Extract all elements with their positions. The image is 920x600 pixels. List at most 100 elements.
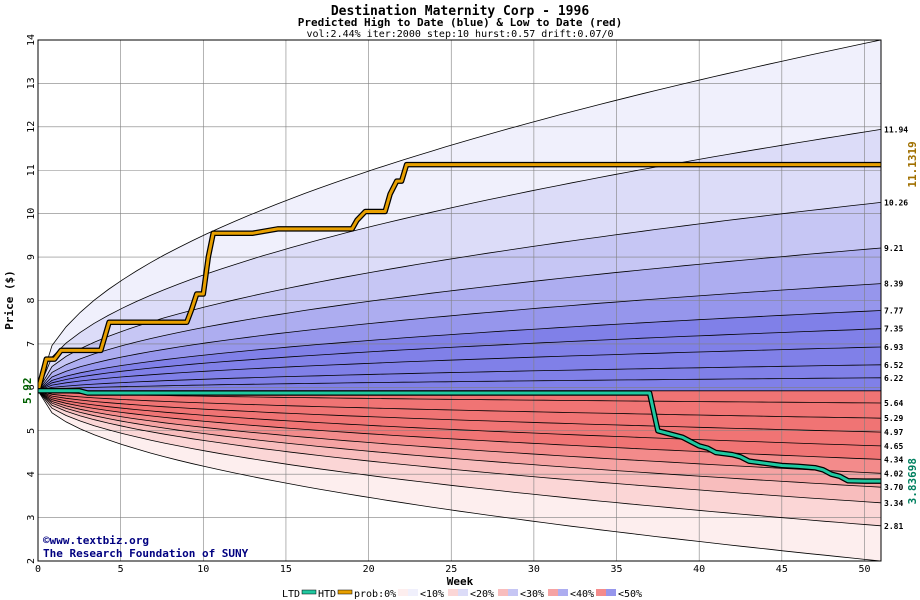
x-tick-label-9: 45 <box>776 564 788 575</box>
legend-prob-label: prob:0% <box>354 589 396 600</box>
legend-swatch-20-blue <box>508 589 518 596</box>
legend-50-label: <50% <box>618 589 642 600</box>
right-label-1: 10.26 <box>884 198 908 207</box>
legend-swatch-10-red <box>448 589 458 596</box>
y-tick-label-6: 8 <box>26 297 37 303</box>
credit-site: ©www.textbiz.org <box>43 534 149 547</box>
right-label-12: 4.65 <box>884 442 903 451</box>
legend-swatch-0-blue <box>408 589 418 596</box>
ltd-final-label: 3.83698 <box>906 458 919 504</box>
legend-htd-label: HTD <box>318 589 336 600</box>
x-tick-label-7: 35 <box>611 564 623 575</box>
y-tick-label-12: 14 <box>26 34 37 46</box>
y-tick-label-0: 2 <box>26 558 37 564</box>
legend-swatch-40-blue <box>606 589 616 596</box>
y-tick-label-5: 7 <box>26 341 37 347</box>
low-line-3 <box>38 390 881 447</box>
right-label-0: 11.94 <box>884 125 908 134</box>
right-label-10: 5.29 <box>884 414 903 423</box>
high-line-3 <box>38 283 881 392</box>
chart-title: Destination Maternity Corp - 1996 <box>331 4 589 19</box>
right-label-16: 3.34 <box>884 499 903 508</box>
legend-swatch-30-red <box>548 589 558 596</box>
legend-swatch-10-blue <box>458 589 468 596</box>
legend-swatch-20-red <box>498 589 508 596</box>
x-tick-label-0: 0 <box>35 564 41 575</box>
x-axis-ticks: 0 5 10 15 20 25 30 35 40 45 50 <box>35 564 871 575</box>
y-tick-label-11: 13 <box>26 77 37 89</box>
right-label-17: 2.81 <box>884 522 903 531</box>
low-line-7 <box>38 390 881 504</box>
x-tick-label-6: 30 <box>528 564 540 575</box>
right-label-9: 5.64 <box>884 399 903 408</box>
right-label-4: 7.77 <box>884 307 903 316</box>
legend-ltd-label: LTD <box>282 589 300 600</box>
y-tick-label-3: 5 <box>26 428 37 434</box>
low-line-5 <box>38 390 881 474</box>
right-label-6: 6.93 <box>884 343 903 352</box>
y-tick-label-7: 9 <box>26 254 37 260</box>
plot-border <box>37 39 882 562</box>
x-tick-label-3: 15 <box>280 564 292 575</box>
high-line-max <box>38 40 881 391</box>
high-line-6 <box>38 346 881 392</box>
x-tick-label-8: 40 <box>693 564 705 575</box>
right-label-15: 3.70 <box>884 483 903 492</box>
y-tick-label-10: 12 <box>26 121 37 133</box>
y-tick-label-1: 3 <box>26 515 37 521</box>
plot-area <box>37 39 882 562</box>
credit-org: The Research Foundation of SUNY <box>43 547 249 560</box>
x-tick-label-4: 20 <box>363 564 375 575</box>
legend-swatch-40-red <box>596 589 606 596</box>
y-tick-label-8: 10 <box>26 208 37 220</box>
chart-params: vol:2.44% iter:2000 step:10 hurst:0.57 d… <box>306 29 613 40</box>
chart-subtitle: Predicted High to Date (blue) & Low to D… <box>298 16 623 29</box>
htd-series <box>38 163 881 392</box>
y-tick-label-2: 4 <box>26 471 37 477</box>
y-tick-label-9: 11 <box>26 164 37 176</box>
high-line-8 <box>38 377 881 392</box>
start-value-label: 5.92 <box>21 378 34 405</box>
right-label-11: 4.97 <box>884 428 903 437</box>
low-line-6 <box>38 390 881 488</box>
low-line-min <box>38 390 881 561</box>
right-label-8: 6.22 <box>884 374 903 383</box>
legend-40-label: <40% <box>570 589 594 600</box>
low-line-2 <box>38 390 881 433</box>
high-line-1 <box>38 202 881 391</box>
high-line-5 <box>38 328 881 392</box>
high-line-0 <box>38 129 881 391</box>
high-line-2 <box>38 247 881 392</box>
high-band-5 <box>38 310 881 391</box>
right-label-5: 7.35 <box>884 325 903 334</box>
right-value-labels: 11.94 10.26 9.21 8.39 7.77 7.35 6.93 6.52 6.22 5.… <box>884 125 908 530</box>
low-line-8 <box>38 390 881 527</box>
x-axis-label: Week <box>447 575 474 588</box>
plot-content <box>38 40 881 561</box>
low-line-1 <box>38 390 881 419</box>
x-tick-label-10: 50 <box>858 564 870 575</box>
legend-10-label: <10% <box>420 589 444 600</box>
low-band-5 <box>38 390 881 460</box>
high-line-4 <box>38 310 881 392</box>
legend-swatch-30-blue <box>558 589 568 596</box>
y-axis-label: Price ($) <box>3 270 16 330</box>
right-label-14: 4.02 <box>884 469 903 478</box>
legend-swatch-0-red <box>398 589 408 596</box>
legend-20-label: <20% <box>470 589 494 600</box>
x-tick-label-2: 10 <box>197 564 209 575</box>
low-line-0 <box>38 390 881 404</box>
low-line-4 <box>38 390 881 460</box>
x-tick-label-1: 5 <box>118 564 124 575</box>
legend-ltd-swatch <box>301 589 317 595</box>
high-line-7 <box>38 364 881 392</box>
right-label-13: 4.34 <box>884 455 903 464</box>
legend-htd-swatch <box>337 589 353 595</box>
right-label-3: 8.39 <box>884 280 903 289</box>
y-tick-label-4: 6 <box>26 384 37 390</box>
ltd-series <box>38 389 881 483</box>
right-label-7: 6.52 <box>884 361 903 370</box>
y-axis-ticks: 2 3 4 5 6 7 8 9 10 11 12 13 14 <box>26 34 37 564</box>
x-tick-label-5: 25 <box>445 564 457 575</box>
